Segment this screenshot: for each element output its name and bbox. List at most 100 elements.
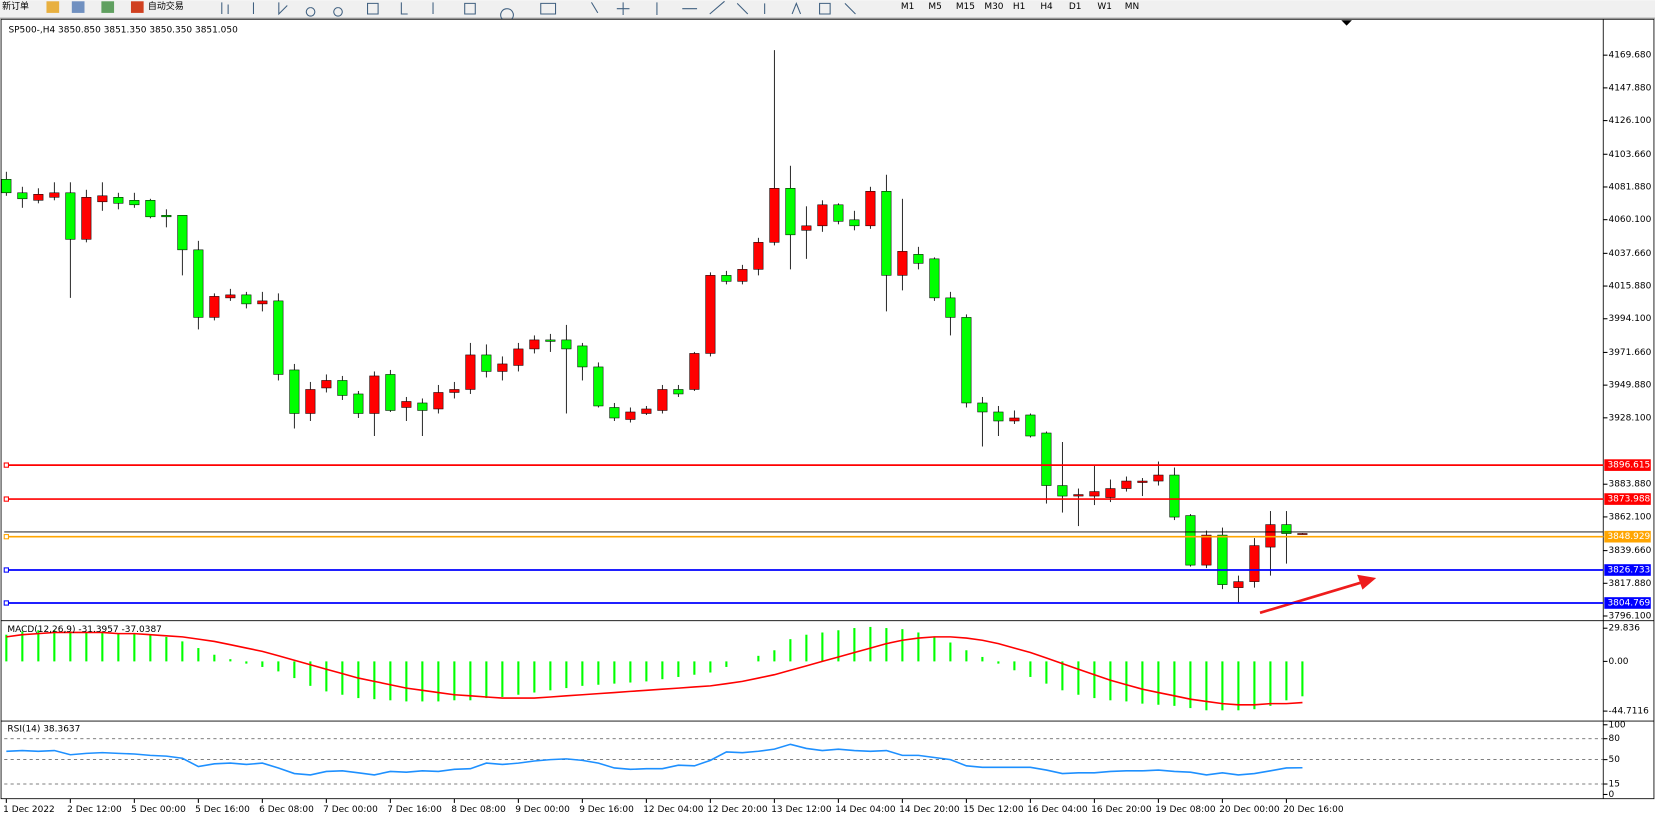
x-tick-label: 5 Dec 00:00 (131, 805, 186, 815)
candle-body (721, 275, 732, 282)
y-tick-label: -44.7116 (1609, 707, 1650, 717)
candle-body (1105, 488, 1116, 498)
candle-body (657, 389, 668, 411)
y-tick-label: 100 (1609, 720, 1626, 730)
candle-body (673, 389, 684, 395)
candle-body (193, 249, 204, 318)
x-tick-label: 6 Dec 08:00 (259, 805, 314, 815)
candle-body (1217, 534, 1228, 585)
chart-window (0, 18, 1655, 800)
candle-body (49, 192, 60, 198)
line-handle (3, 496, 9, 502)
timeframe-button[interactable]: M5 (928, 2, 941, 12)
timeframe-button[interactable]: M1 (901, 2, 914, 12)
y-tick-label: 3839.660 (1609, 546, 1652, 556)
icon (101, 1, 115, 13)
timeframe-button[interactable]: H1 (1013, 2, 1025, 12)
timeframe-button[interactable]: M15 (956, 2, 975, 12)
candle-body (449, 389, 460, 393)
y-tick-label: 3949.880 (1609, 381, 1652, 391)
candle-body (1249, 545, 1260, 582)
y-tick-label: 80 (1609, 734, 1621, 744)
icon (71, 1, 85, 13)
autotrading-button[interactable]: 自动交易 (148, 0, 184, 12)
y-tick-label: 50 (1609, 755, 1621, 765)
candle-body (385, 374, 396, 411)
line-handle (3, 534, 9, 540)
price-label-box (1604, 459, 1651, 471)
candle-body (801, 225, 812, 231)
line-handle (3, 462, 9, 468)
candle-body (945, 297, 956, 318)
x-tick-label: 19 Dec 08:00 (1155, 805, 1216, 815)
candle-body (1089, 491, 1100, 497)
candle-body (785, 188, 796, 236)
candle-body (1009, 417, 1020, 422)
y-tick-label: 3928.100 (1609, 413, 1652, 423)
new-order-button[interactable]: 新订单 (2, 0, 29, 12)
candle-body (897, 251, 908, 276)
x-tick-label: 7 Dec 16:00 (387, 805, 442, 815)
timeframe-button[interactable]: W1 (1097, 2, 1112, 12)
x-tick-label: 14 Dec 04:00 (835, 805, 896, 815)
indicator-line (6, 743, 1303, 776)
candle-body (65, 192, 76, 240)
candle-body (1201, 534, 1212, 566)
y-tick-label: 3817.880 (1609, 579, 1652, 589)
candle-body (113, 197, 124, 204)
candle-body (129, 200, 140, 206)
timeframe-button[interactable]: MN (1125, 2, 1139, 12)
candle-body (497, 363, 508, 372)
timeframe-button[interactable]: D1 (1069, 2, 1082, 12)
candle-body (913, 254, 924, 264)
candle-body (881, 191, 892, 276)
candle-body (225, 294, 236, 299)
candle-body (1073, 494, 1084, 497)
candle-body (1169, 474, 1180, 518)
y-tick-label: 4037.660 (1609, 249, 1652, 259)
x-tick-label: 12 Dec 20:00 (707, 805, 768, 815)
candle-body (577, 345, 588, 368)
annotation-arrow (1259, 574, 1377, 615)
candle-body (961, 317, 972, 404)
candle-body (1281, 524, 1292, 534)
line-handle (3, 600, 9, 606)
y-tick-label: 3862.100 (1609, 512, 1652, 522)
x-tick-label: 7 Dec 00:00 (323, 805, 378, 815)
candle-body (81, 197, 92, 240)
candle-body (1185, 515, 1196, 566)
x-tick-label: 14 Dec 20:00 (899, 805, 960, 815)
timeframe-button[interactable]: M30 (984, 2, 1003, 12)
candle-body (337, 380, 348, 396)
candle-body (513, 348, 524, 366)
candle-body (209, 296, 220, 318)
candle-body (625, 411, 636, 420)
candle-body (481, 354, 492, 372)
candle-body (1057, 485, 1068, 497)
candle-body (369, 375, 380, 414)
rsi-title: RSI(14) 38.3637 (7, 724, 80, 734)
x-tick-label: 9 Dec 16:00 (579, 805, 634, 815)
candle-body (161, 215, 172, 218)
price-label-box (1604, 493, 1651, 505)
candle-body (977, 402, 988, 413)
price-label-box (1604, 597, 1651, 609)
x-tick-label: 15 Dec 12:00 (963, 805, 1024, 815)
candle-body (273, 300, 284, 375)
price-label: 3896.615 (1607, 461, 1650, 471)
main-chart-title: SP500-,H4 3850.850 3851.350 3850.350 385… (8, 25, 238, 35)
macd-title: MACD(12,26,9) -31.3957 -37.0387 (7, 625, 161, 635)
indicator-line (6, 631, 1303, 706)
candle-body (401, 401, 412, 408)
icon (46, 1, 60, 13)
candle-body (321, 380, 332, 389)
timeframe-button[interactable]: H4 (1040, 2, 1053, 12)
candle-body (33, 194, 44, 201)
x-tick-label: 9 Dec 00:00 (515, 805, 570, 815)
x-tick-label: 20 Dec 16:00 (1283, 805, 1344, 815)
y-tick-label: 4060.100 (1609, 215, 1652, 225)
candle-body (817, 204, 828, 227)
candle-body (353, 393, 364, 414)
price-label: 3873.988 (1607, 495, 1650, 505)
icon (130, 1, 144, 13)
